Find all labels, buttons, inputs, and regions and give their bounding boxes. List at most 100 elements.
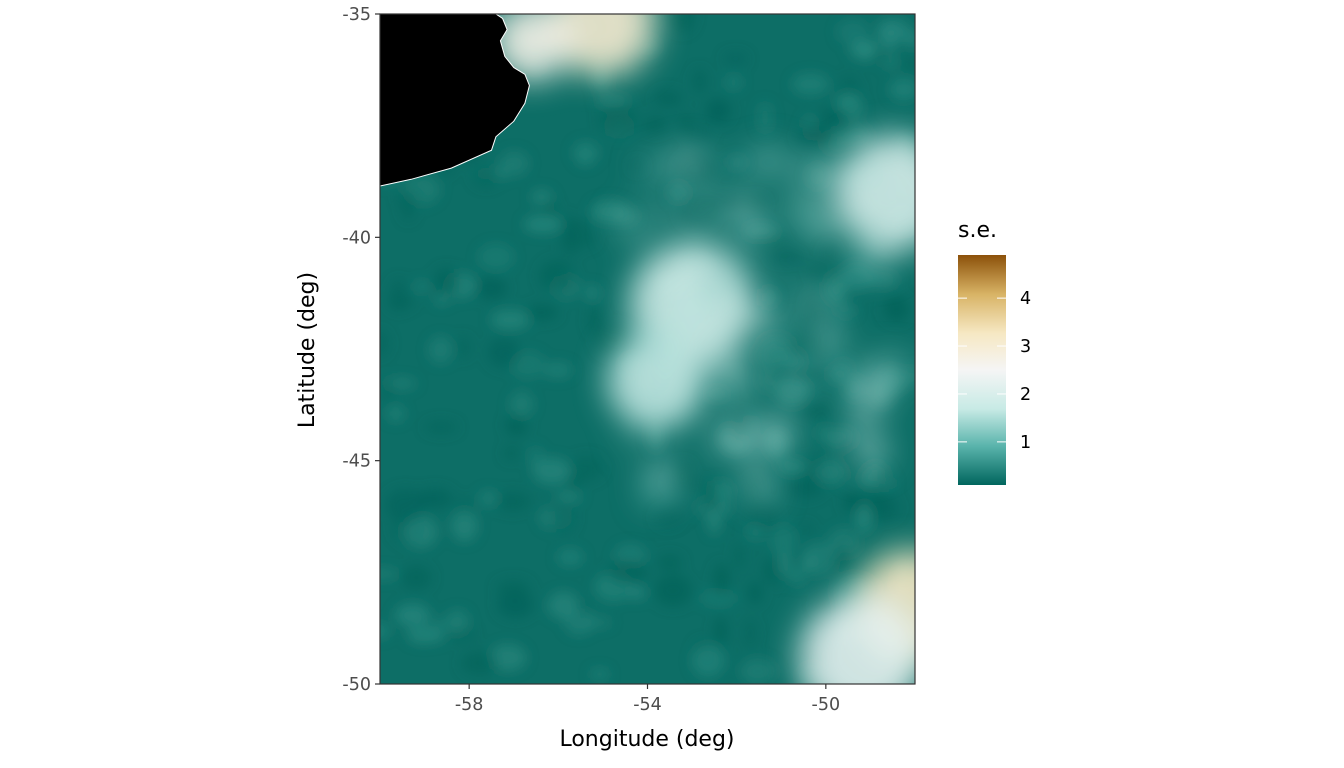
error-speckle: [754, 145, 787, 178]
legend: s.e. 1 2 3 4: [958, 218, 1031, 485]
texture-blob: [417, 488, 453, 509]
error-speckle: [640, 156, 666, 182]
error-speckle: [672, 287, 704, 319]
texture-blob: [822, 243, 838, 258]
texture-blob: [747, 501, 779, 533]
texture-blob: [725, 75, 742, 90]
texture-blob: [657, 555, 682, 571]
error-speckle: [894, 208, 906, 220]
texture-blob: [424, 421, 458, 434]
texture-blob: [827, 527, 860, 560]
map-panel: [380, 14, 915, 684]
texture-blob: [757, 368, 777, 392]
texture-blob: [881, 24, 897, 56]
texture-blob: [401, 565, 432, 590]
error-speckle: [662, 342, 683, 362]
texture-blob: [589, 668, 610, 680]
texture-blob: [473, 165, 499, 187]
texture-blob: [693, 68, 707, 94]
error-speckle: [638, 411, 664, 437]
x-tick-label: -54: [633, 695, 662, 715]
error-speckle: [709, 431, 732, 453]
error-speckle: [692, 190, 718, 216]
texture-blob: [490, 309, 531, 330]
y-axis-title: Latitude (deg): [295, 272, 320, 428]
texture-blob: [549, 501, 575, 534]
texture-blob: [733, 542, 746, 570]
error-speckle: [755, 315, 778, 337]
high-error-region: [549, 14, 657, 77]
texture-blob: [559, 214, 573, 237]
texture-blob: [478, 490, 499, 507]
error-speckle: [858, 218, 879, 239]
error-speckle: [821, 205, 842, 226]
texture-blob: [555, 491, 582, 502]
high-error-region: [834, 134, 915, 251]
texture-blob: [494, 491, 532, 512]
texture-blob: [873, 467, 891, 487]
texture-blob: [402, 515, 438, 548]
legend-ticks: 1 2 3 4: [958, 289, 1031, 453]
y-axis: -50 -45 -40 -35: [342, 5, 380, 695]
texture-blob: [428, 335, 453, 364]
texture-blob: [499, 150, 529, 176]
texture-blob: [630, 160, 645, 172]
error-speckle: [864, 179, 877, 192]
texture-blob: [401, 190, 415, 222]
texture-blob: [814, 459, 846, 486]
texture-blob: [723, 52, 748, 65]
y-tick-label: -40: [342, 228, 371, 248]
texture-blob: [856, 502, 872, 534]
error-speckle: [770, 271, 784, 285]
texture-blob: [801, 553, 816, 575]
error-speckle: [764, 421, 794, 451]
legend-tick-label: 4: [1020, 289, 1031, 309]
texture-blob: [560, 232, 579, 258]
error-speckle: [717, 354, 750, 388]
high-error-region: [799, 594, 915, 684]
texture-blob: [461, 651, 498, 675]
error-speckle: [812, 223, 833, 245]
texture-blob: [797, 403, 831, 417]
texture-blob: [682, 122, 713, 143]
texture-blob: [699, 590, 738, 606]
error-speckle: [906, 196, 915, 208]
error-speckle: [904, 211, 915, 225]
error-speckle: [733, 424, 766, 457]
texture-blob: [790, 568, 805, 586]
legend-tick-label: 1: [1020, 433, 1031, 453]
texture-blob: [526, 304, 559, 321]
texture-blob: [757, 101, 773, 134]
texture-blob: [816, 425, 831, 441]
texture-blob: [753, 341, 784, 369]
texture-blob: [643, 116, 668, 134]
error-speckle: [690, 259, 704, 273]
texture-blob: [667, 182, 689, 202]
x-axis: -58 -54 -50: [455, 684, 840, 715]
texture-blob: [454, 336, 472, 359]
texture-blob: [406, 626, 441, 644]
error-speckle: [727, 194, 757, 225]
legend-tick-label: 3: [1020, 337, 1031, 357]
error-speckle: [628, 320, 662, 354]
error-speckle: [801, 286, 827, 313]
texture-blob: [770, 524, 797, 556]
error-speckle: [673, 146, 705, 178]
texture-blob: [904, 30, 915, 48]
texture-blob: [488, 644, 527, 672]
error-speckle: [740, 215, 771, 246]
x-tick-label: -50: [812, 695, 841, 715]
texture-blob: [800, 523, 813, 536]
texture-blob: [889, 77, 915, 102]
error-speckle: [797, 156, 826, 185]
texture-blob: [487, 337, 521, 368]
texture-blob: [588, 305, 604, 336]
error-speckle: [778, 387, 793, 402]
texture-blob: [556, 549, 584, 566]
texture-blob: [531, 189, 553, 205]
texture-blob: [807, 263, 846, 283]
texture-blob: [835, 302, 857, 318]
texture-blob: [768, 251, 802, 263]
legend-tick-label: 2: [1020, 385, 1031, 405]
